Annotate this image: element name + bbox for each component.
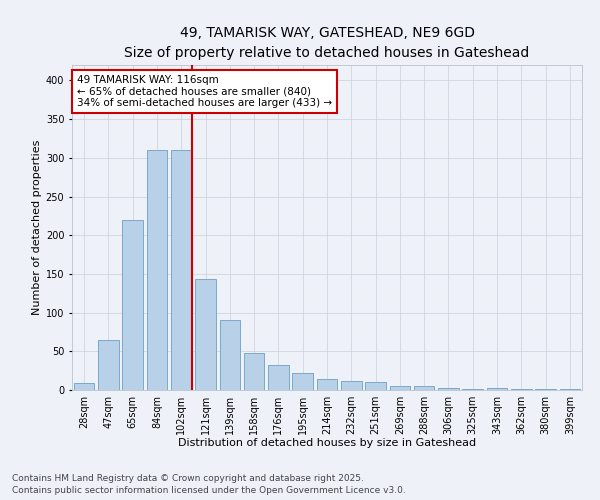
Bar (292, 373, 313, 390)
Bar (122, 220, 143, 390)
Bar (244, 353, 265, 390)
Bar (220, 320, 240, 390)
Bar (365, 382, 386, 390)
Y-axis label: Number of detached properties: Number of detached properties (32, 140, 41, 315)
Bar (317, 379, 337, 390)
Bar (560, 389, 580, 390)
Bar (195, 280, 216, 390)
Bar (463, 389, 483, 390)
Bar (146, 150, 167, 390)
Bar (268, 365, 289, 390)
Title: 49, TAMARISK WAY, GATESHEAD, NE9 6GD
Size of property relative to detached house: 49, TAMARISK WAY, GATESHEAD, NE9 6GD Siz… (124, 26, 530, 60)
Bar (438, 388, 459, 390)
Bar (74, 383, 94, 390)
Bar (414, 386, 434, 390)
Bar (98, 340, 119, 390)
Bar (171, 150, 191, 390)
Bar (487, 388, 508, 390)
X-axis label: Distribution of detached houses by size in Gateshead: Distribution of detached houses by size … (178, 438, 476, 448)
Bar (341, 382, 362, 390)
Text: Contains HM Land Registry data © Crown copyright and database right 2025.
Contai: Contains HM Land Registry data © Crown c… (12, 474, 406, 495)
Text: 49 TAMARISK WAY: 116sqm
← 65% of detached houses are smaller (840)
34% of semi-d: 49 TAMARISK WAY: 116sqm ← 65% of detache… (77, 74, 332, 108)
Bar (511, 389, 532, 390)
Bar (535, 389, 556, 390)
Bar (389, 386, 410, 390)
